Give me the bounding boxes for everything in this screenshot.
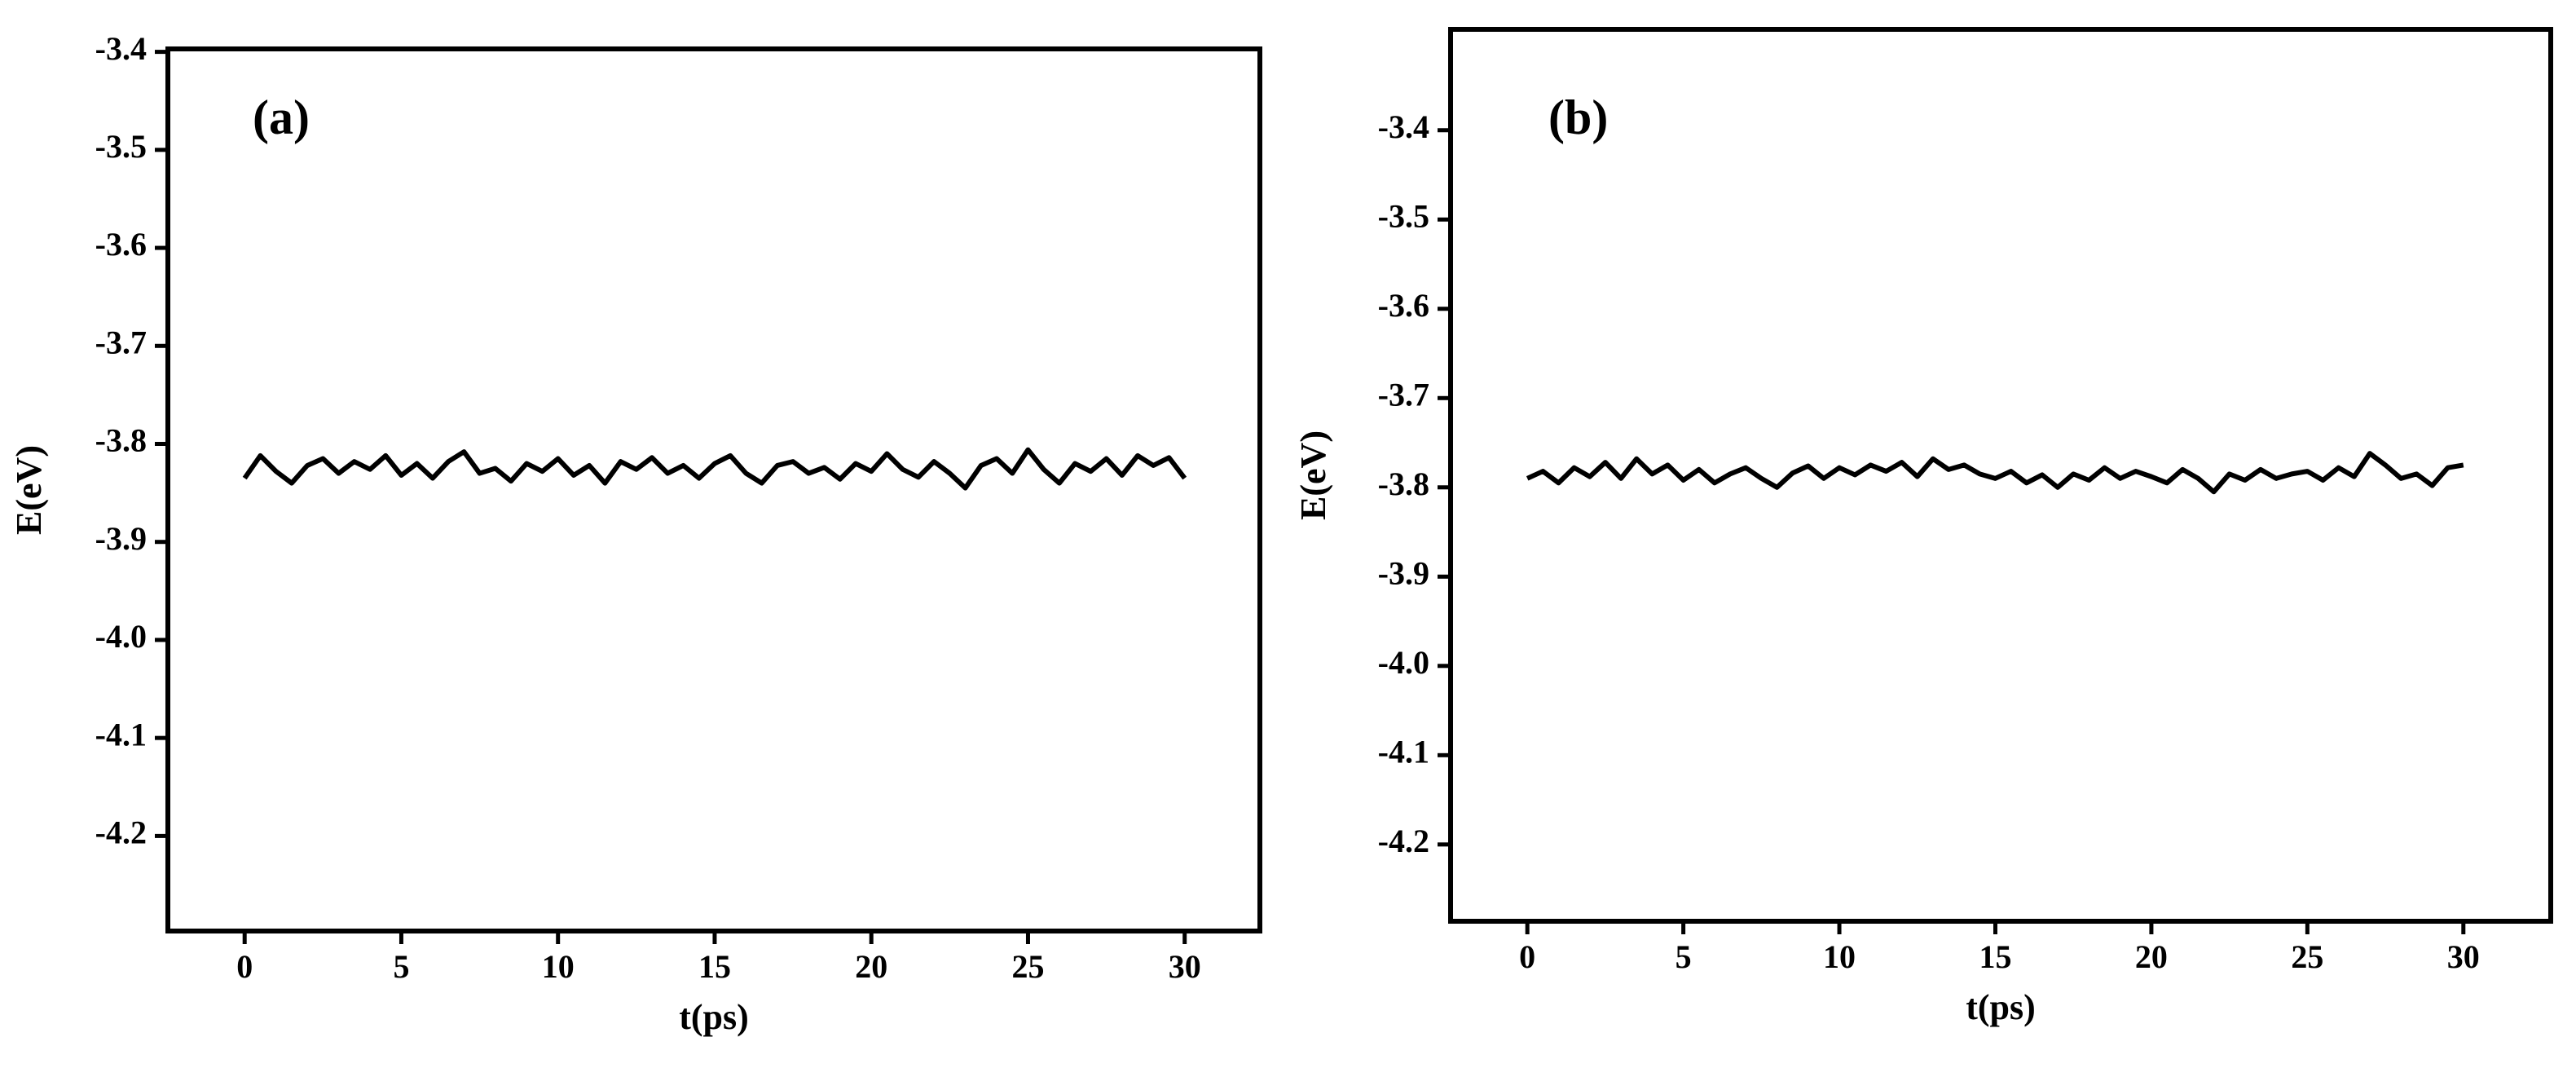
x-tick-label: 0	[236, 948, 253, 985]
y-tick-label: -3.9	[95, 520, 147, 557]
y-tick-label: -3.8	[95, 422, 147, 459]
y-tick-label: -3.6	[1378, 287, 1429, 324]
y-tick-label: -3.4	[95, 30, 147, 67]
y-tick-label: -3.4	[1378, 108, 1429, 145]
y-axis-label: E(eV)	[9, 445, 49, 535]
y-tick-label: -4.0	[1378, 644, 1429, 681]
plot-frame	[1448, 27, 2553, 924]
y-tick-label: -4.1	[95, 716, 147, 752]
y-tick-label: -3.5	[1378, 197, 1429, 234]
data-line	[1526, 451, 2464, 495]
x-tick-label: 25	[1011, 948, 1044, 985]
x-tick-label: 15	[698, 948, 731, 985]
y-tick-label: -4.1	[1378, 733, 1429, 770]
y-tick-label: -3.7	[95, 324, 147, 360]
x-tick-label: 0	[1519, 938, 1535, 975]
x-tick-label: 30	[1169, 948, 1201, 985]
x-tick-label: 30	[2447, 938, 2480, 975]
x-tick-label: 20	[2135, 938, 2168, 975]
x-tick-label: 15	[1979, 938, 2011, 975]
plot-frame	[165, 46, 1262, 933]
y-tick-label: -3.7	[1378, 376, 1429, 413]
data-line	[242, 447, 1187, 491]
x-tick-label: 5	[393, 948, 409, 985]
y-tick-label: -4.0	[95, 618, 147, 655]
x-tick-label: 10	[542, 948, 575, 985]
x-axis-label: t(ps)	[1966, 987, 2036, 1027]
x-tick-label: 20	[855, 948, 887, 985]
y-axis-label: E(eV)	[1293, 430, 1333, 520]
y-tick-label: -3.9	[1378, 554, 1429, 591]
y-tick-label: -3.5	[95, 128, 147, 165]
panel-label: (b)	[1548, 90, 1608, 144]
y-tick-label: -4.2	[95, 814, 147, 851]
y-tick-label: -3.8	[1378, 466, 1429, 502]
y-tick-label: -4.2	[1378, 823, 1429, 859]
x-axis-label: t(ps)	[679, 997, 749, 1037]
x-tick-label: 5	[1676, 938, 1692, 975]
panel-label: (a)	[253, 90, 310, 144]
y-tick-label: -3.6	[95, 226, 147, 263]
x-tick-label: 25	[2291, 938, 2323, 975]
x-tick-label: 10	[1823, 938, 1856, 975]
